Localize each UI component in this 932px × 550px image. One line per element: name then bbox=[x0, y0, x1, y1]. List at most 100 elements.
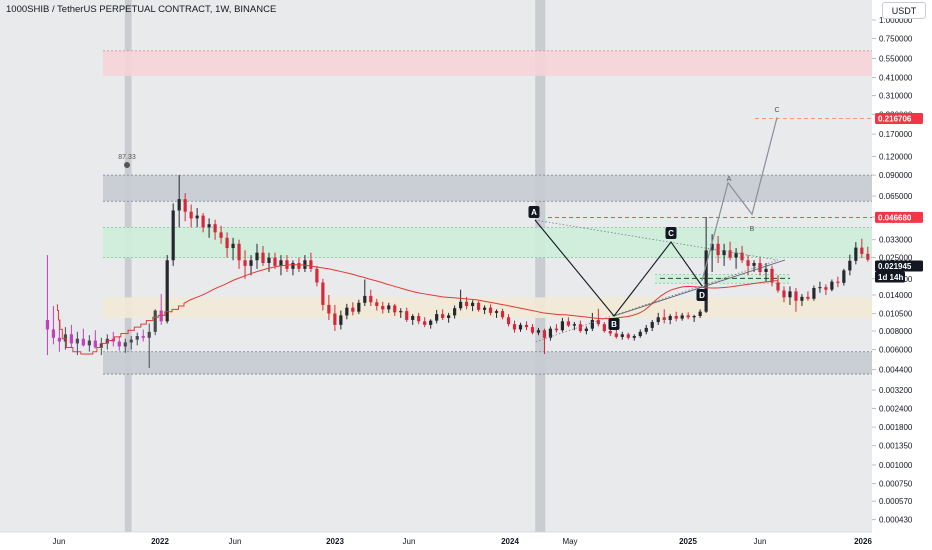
wave-label-d: D bbox=[699, 291, 705, 300]
time-axis bbox=[0, 532, 932, 550]
candle-body bbox=[710, 243, 714, 251]
y-tick-label: 0.000750 bbox=[879, 480, 913, 489]
candle-body bbox=[369, 295, 373, 303]
candle-body bbox=[321, 282, 325, 305]
y-tick-label: 0.120000 bbox=[879, 153, 913, 162]
zone-tan bbox=[103, 297, 872, 318]
candle-body bbox=[638, 331, 642, 337]
candle-body bbox=[459, 301, 463, 309]
candle-body bbox=[213, 224, 217, 233]
x-tick-label: Jun bbox=[403, 537, 416, 546]
candle-body bbox=[566, 321, 571, 326]
candle-body bbox=[171, 210, 175, 261]
candles-group bbox=[45, 175, 882, 369]
x-tick-label: 2023 bbox=[326, 537, 344, 546]
y-tick-label: 0.033000 bbox=[879, 236, 913, 245]
wave-label-badge bbox=[608, 318, 620, 330]
candle-body bbox=[578, 324, 582, 332]
zone-green bbox=[103, 227, 872, 258]
candle-body bbox=[770, 268, 774, 283]
candle-body bbox=[63, 334, 67, 342]
candle-body bbox=[255, 252, 259, 261]
candle-body bbox=[728, 250, 732, 258]
candle-body bbox=[387, 305, 391, 310]
y-tick-label: 1.000000 bbox=[879, 16, 913, 25]
candle-body bbox=[470, 302, 475, 306]
candle-body bbox=[722, 250, 726, 256]
time-highlight-band bbox=[535, 0, 546, 532]
candle-body bbox=[75, 338, 79, 344]
candle-body bbox=[560, 321, 565, 331]
wave-label-b: B bbox=[611, 320, 617, 329]
candle-body bbox=[231, 243, 235, 249]
candle-body bbox=[488, 307, 493, 313]
candle-body bbox=[782, 290, 786, 298]
candle-body bbox=[476, 302, 481, 310]
candle-body bbox=[51, 329, 56, 338]
candle-body bbox=[159, 310, 163, 322]
triangle-pattern bbox=[534, 219, 779, 343]
candle-body bbox=[93, 340, 97, 348]
candle-body bbox=[854, 247, 858, 261]
candle-body bbox=[411, 316, 415, 320]
candle-body bbox=[141, 336, 145, 338]
candle-body bbox=[285, 260, 289, 269]
y-tick-label: 0.001000 bbox=[879, 461, 913, 470]
candle-body bbox=[866, 253, 870, 260]
candle-body bbox=[429, 320, 433, 325]
candle-body bbox=[237, 243, 241, 261]
candle-body bbox=[315, 268, 319, 283]
candle-body bbox=[207, 224, 211, 228]
candle-body bbox=[734, 252, 738, 258]
candle-body bbox=[279, 260, 283, 266]
candle-body bbox=[542, 330, 547, 338]
candle-body bbox=[249, 260, 253, 266]
candle-body bbox=[225, 237, 229, 249]
candle-body bbox=[177, 199, 181, 211]
y-tick-label: 0.003200 bbox=[879, 386, 913, 395]
projection-path bbox=[701, 117, 778, 281]
x-tick-label: Jun bbox=[229, 537, 242, 546]
candle-body bbox=[704, 250, 708, 312]
candle-body bbox=[375, 302, 379, 306]
moving-average-line bbox=[56, 264, 779, 355]
y-tick-label: 0.410000 bbox=[879, 73, 913, 82]
currency-button[interactable]: USDT bbox=[882, 2, 926, 19]
price-label: 1d 14h bbox=[878, 273, 903, 282]
candle-body bbox=[273, 257, 277, 266]
candle-body bbox=[524, 324, 529, 328]
candle-body bbox=[117, 341, 121, 347]
candle-body bbox=[776, 282, 780, 291]
plot-background bbox=[0, 0, 872, 532]
candle-body bbox=[45, 319, 50, 330]
candle-body bbox=[632, 336, 636, 338]
y-tick-label: 0.010500 bbox=[879, 310, 913, 319]
price-label: 0.046680 bbox=[878, 213, 912, 222]
candle-body bbox=[423, 321, 427, 325]
candle-body bbox=[818, 287, 822, 289]
candle-body bbox=[806, 296, 810, 299]
candle-body bbox=[824, 287, 828, 290]
candle-body bbox=[435, 314, 439, 321]
candle-body bbox=[183, 199, 187, 212]
candle-body bbox=[860, 247, 864, 254]
zone-gray bbox=[103, 175, 872, 202]
candle-body bbox=[584, 328, 588, 332]
price-label-badge bbox=[875, 271, 905, 283]
candle-body bbox=[69, 334, 73, 344]
zone-gray bbox=[103, 351, 872, 375]
candle-body bbox=[351, 307, 355, 312]
candle-body bbox=[147, 331, 151, 338]
candle-body bbox=[399, 311, 403, 313]
peak-marker bbox=[124, 162, 130, 168]
candle-body bbox=[740, 252, 744, 261]
wave-label-badge bbox=[528, 206, 540, 218]
support-trendline bbox=[613, 259, 786, 317]
candle-body bbox=[692, 316, 696, 318]
y-tick-label: 0.550000 bbox=[879, 55, 913, 64]
y-tick-label: 0.310000 bbox=[879, 91, 913, 100]
price-label: 0.021945 bbox=[878, 262, 912, 271]
candle-body bbox=[465, 301, 469, 306]
